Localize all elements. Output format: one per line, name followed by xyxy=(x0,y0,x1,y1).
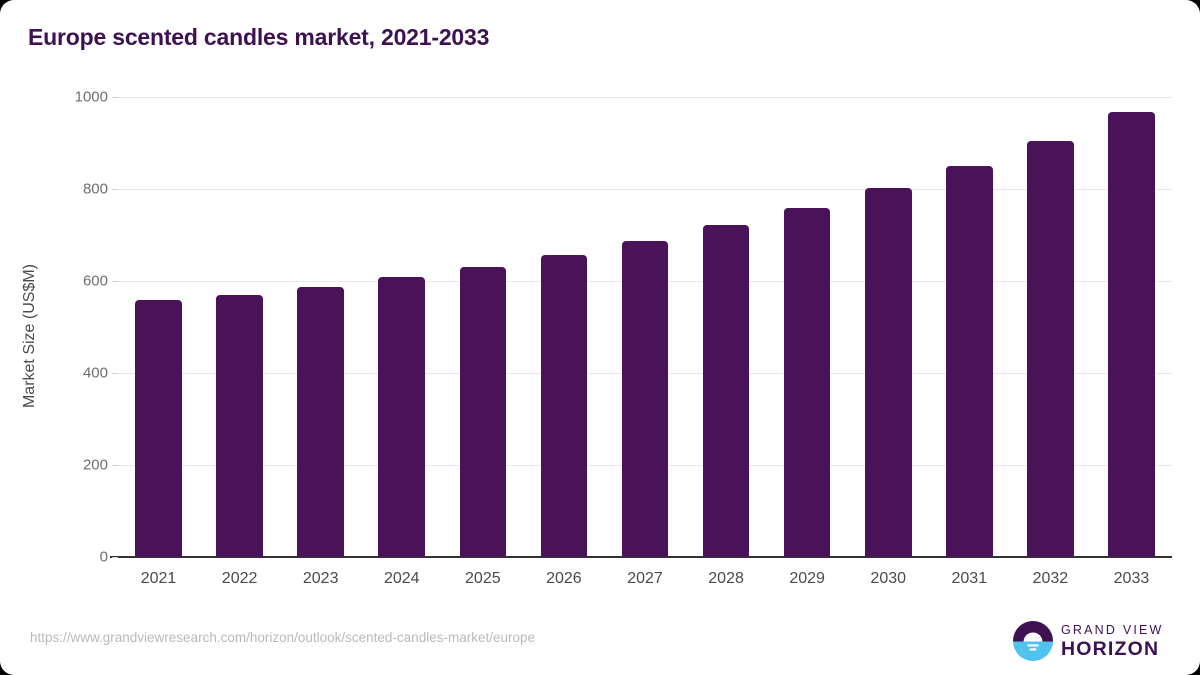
x-tick-label: 2030 xyxy=(870,570,907,587)
x-tick-label: 2027 xyxy=(627,570,663,587)
x-tick-label: 2028 xyxy=(708,570,744,587)
y-tick-label: 200 xyxy=(82,456,108,474)
bar[interactable] xyxy=(216,294,263,557)
y-tick-label: 0 xyxy=(99,548,108,566)
y-tick-label: 400 xyxy=(82,364,108,382)
y-tick-label: 600 xyxy=(82,272,108,290)
grand-view-horizon-circle-icon xyxy=(1013,621,1053,661)
y-tick-mark xyxy=(112,281,118,282)
source-url[interactable]: https://www.grandviewresearch.com/horizo… xyxy=(30,630,535,645)
bar[interactable] xyxy=(621,240,669,557)
x-axis-line xyxy=(110,556,1172,558)
bar[interactable] xyxy=(1108,111,1155,557)
x-tick-label: 2029 xyxy=(789,570,825,587)
y-tick-mark xyxy=(112,97,118,98)
x-tick-label: 2032 xyxy=(1032,570,1069,587)
y-tick-mark xyxy=(112,465,118,466)
gridline xyxy=(118,97,1172,98)
logo: GRAND VIEW HORIZON xyxy=(1013,617,1173,665)
x-tick-label: 2031 xyxy=(951,570,988,587)
x-tick-label: 2033 xyxy=(1113,570,1150,587)
y-tick-mark xyxy=(112,557,118,558)
bar[interactable] xyxy=(864,187,912,557)
bar[interactable] xyxy=(540,254,588,557)
bar[interactable] xyxy=(702,224,750,557)
y-tick-label: 1000 xyxy=(74,88,108,106)
gridline xyxy=(118,189,1172,190)
bar[interactable] xyxy=(459,266,507,557)
logo-bottom-text: HORIZON xyxy=(1061,638,1160,660)
bar[interactable] xyxy=(135,300,182,557)
bar[interactable] xyxy=(1027,141,1074,557)
y-axis-ticks: 0 200 400 600 800 1000 xyxy=(40,0,108,675)
bar[interactable] xyxy=(378,277,426,557)
y-tick-mark xyxy=(112,189,118,190)
x-tick-label: 2024 xyxy=(383,570,420,587)
x-tick-label: 2026 xyxy=(546,570,582,587)
bar[interactable] xyxy=(783,207,831,557)
bar[interactable] xyxy=(945,165,993,557)
logo-top-text: GRAND VIEW xyxy=(1061,623,1164,637)
logo-text: GRAND VIEW HORIZON xyxy=(1061,623,1164,660)
page-title: Europe scented candles market, 2021-2033 xyxy=(28,24,490,50)
x-tick-label: 2025 xyxy=(465,570,501,587)
bar[interactable] xyxy=(297,286,344,557)
x-tick-label: 2021 xyxy=(140,570,177,587)
y-tick-mark xyxy=(112,373,118,374)
x-tick-label: 2022 xyxy=(221,570,258,587)
x-tick-label: 2023 xyxy=(302,570,339,587)
y-tick-label: 800 xyxy=(82,180,108,198)
